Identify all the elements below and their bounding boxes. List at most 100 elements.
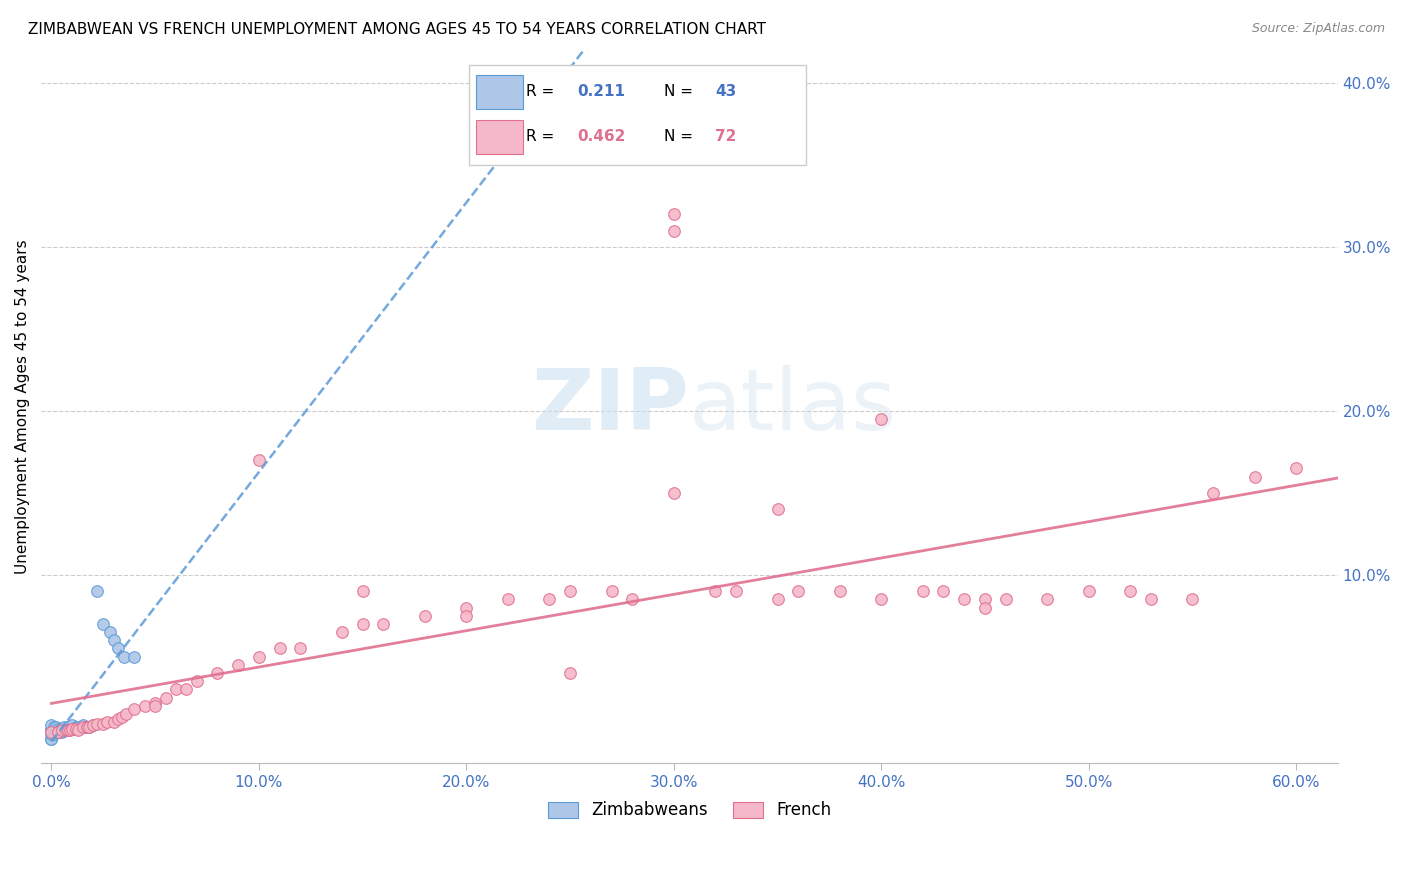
Point	[932, 584, 955, 599]
Point	[1243, 469, 1265, 483]
Point	[558, 666, 581, 681]
Point	[72, 720, 94, 734]
Point	[662, 207, 685, 221]
Point	[111, 710, 134, 724]
Point	[41, 723, 63, 738]
Point	[143, 698, 166, 713]
Point	[51, 723, 73, 738]
Point	[766, 502, 789, 516]
Point	[72, 718, 94, 732]
Point	[124, 702, 146, 716]
Point	[787, 584, 810, 599]
Point	[86, 716, 108, 731]
Point	[42, 726, 65, 740]
Legend: Zimbabweans, French: Zimbabweans, French	[541, 795, 838, 826]
Point	[46, 723, 69, 738]
Point	[103, 715, 125, 730]
Text: atlas: atlas	[689, 366, 897, 449]
Point	[226, 657, 249, 672]
Point	[98, 625, 121, 640]
Point	[496, 592, 519, 607]
Point	[55, 723, 77, 738]
Point	[974, 592, 997, 607]
Point	[56, 720, 79, 734]
Point	[59, 722, 82, 736]
Point	[994, 592, 1017, 607]
Point	[186, 674, 208, 689]
Point	[77, 720, 100, 734]
Y-axis label: Unemployment Among Ages 45 to 54 years: Unemployment Among Ages 45 to 54 years	[15, 240, 30, 574]
Point	[65, 720, 87, 734]
Point	[352, 616, 374, 631]
Point	[330, 625, 353, 640]
Point	[103, 633, 125, 648]
Point	[93, 716, 115, 731]
Point	[41, 731, 63, 746]
Point	[269, 641, 291, 656]
Point	[63, 722, 86, 736]
Point	[124, 649, 146, 664]
Point	[46, 725, 69, 739]
Point	[828, 584, 851, 599]
Text: Source: ZipAtlas.com: Source: ZipAtlas.com	[1251, 22, 1385, 36]
Point	[373, 616, 395, 631]
Point	[67, 720, 90, 734]
Point	[73, 720, 96, 734]
Point	[41, 725, 63, 739]
Point	[766, 592, 789, 607]
Point	[42, 723, 65, 738]
Point	[112, 649, 135, 664]
Point	[107, 641, 129, 656]
Point	[247, 649, 270, 664]
Point	[41, 731, 63, 746]
Point	[1140, 592, 1163, 607]
Point	[134, 698, 156, 713]
Point	[558, 584, 581, 599]
Point	[538, 592, 561, 607]
Point	[1119, 584, 1142, 599]
Point	[42, 720, 65, 734]
Point	[76, 720, 98, 734]
Point	[207, 666, 229, 681]
Point	[86, 584, 108, 599]
Point	[176, 682, 198, 697]
Point	[45, 725, 67, 739]
Point	[67, 723, 90, 738]
Point	[247, 453, 270, 467]
Point	[1036, 592, 1059, 607]
Text: ZIMBABWEAN VS FRENCH UNEMPLOYMENT AMONG AGES 45 TO 54 YEARS CORRELATION CHART: ZIMBABWEAN VS FRENCH UNEMPLOYMENT AMONG …	[28, 22, 766, 37]
Point	[60, 718, 83, 732]
Point	[52, 723, 75, 738]
Point	[51, 722, 73, 736]
Point	[96, 715, 118, 730]
Point	[72, 720, 94, 734]
Point	[42, 725, 65, 739]
Point	[911, 584, 934, 599]
Point	[155, 690, 177, 705]
Point	[290, 641, 312, 656]
Text: ZIP: ZIP	[531, 366, 689, 449]
Point	[662, 486, 685, 500]
Point	[77, 720, 100, 734]
Point	[704, 584, 727, 599]
Point	[65, 722, 87, 736]
Point	[49, 723, 72, 738]
Point	[46, 725, 69, 739]
Point	[60, 722, 83, 736]
Point	[165, 682, 187, 697]
Point	[953, 592, 976, 607]
Point	[55, 723, 77, 738]
Point	[870, 412, 893, 426]
Point	[115, 706, 138, 721]
Point	[1181, 592, 1204, 607]
Point	[60, 722, 83, 736]
Point	[45, 720, 67, 734]
Point	[82, 718, 104, 732]
Point	[45, 723, 67, 738]
Point	[456, 600, 478, 615]
Point	[49, 725, 72, 739]
Point	[41, 718, 63, 732]
Point	[143, 696, 166, 710]
Point	[456, 608, 478, 623]
Point	[52, 720, 75, 734]
